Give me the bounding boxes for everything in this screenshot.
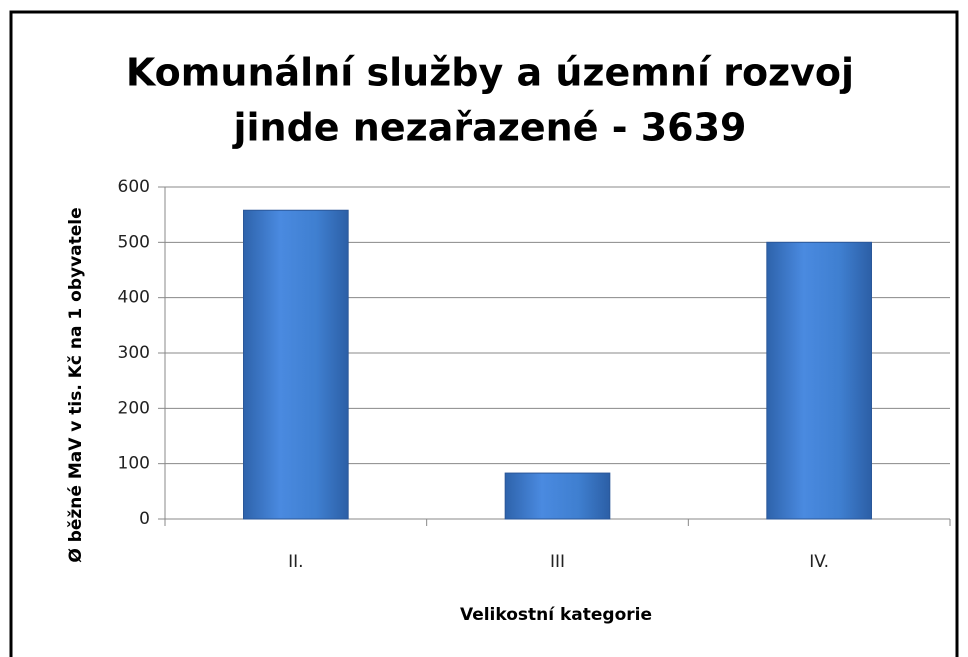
- chart-title: jinde nezařazené - 3639: [232, 106, 747, 150]
- chart-border: [9, 10, 959, 657]
- x-tick-label: II.: [288, 552, 303, 572]
- x-tick-label: III: [550, 552, 565, 572]
- chart-title: Komunální služby a územní rozvoj: [126, 51, 854, 95]
- x-tick-label: IV.: [809, 552, 829, 572]
- y-tick-label: 600: [118, 177, 150, 197]
- bar: [504, 472, 611, 520]
- y-axis-label: Ø běžné MaV v tis. Kč na 1 obyvatele: [66, 207, 86, 562]
- y-tick-label: 0: [139, 509, 150, 529]
- y-tick-label: 100: [118, 454, 150, 474]
- bar: [243, 209, 349, 520]
- x-axis-label: Velikostní kategorie: [460, 605, 652, 625]
- y-tick-label: 500: [118, 232, 150, 252]
- bar: [766, 241, 872, 520]
- y-tick-label: 400: [118, 288, 150, 308]
- y-tick-label: 300: [118, 343, 150, 363]
- y-tick-label: 200: [118, 398, 150, 418]
